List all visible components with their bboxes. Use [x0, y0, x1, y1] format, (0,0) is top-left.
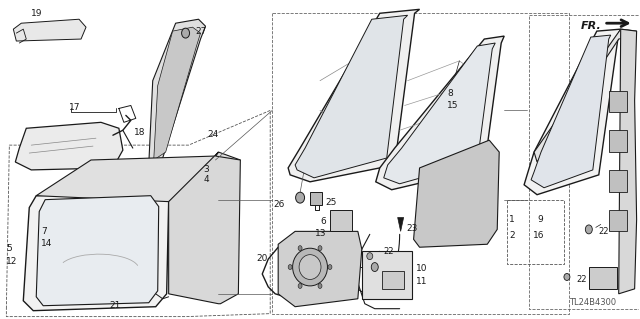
Ellipse shape — [288, 264, 292, 270]
Bar — [609, 210, 627, 231]
Polygon shape — [169, 152, 241, 304]
Text: 10: 10 — [415, 264, 427, 273]
Polygon shape — [23, 192, 169, 311]
Polygon shape — [524, 29, 621, 195]
Ellipse shape — [328, 264, 332, 270]
Text: 1: 1 — [509, 214, 515, 224]
Text: 26: 26 — [274, 200, 285, 209]
Text: 24: 24 — [207, 130, 219, 139]
Ellipse shape — [318, 246, 322, 251]
Polygon shape — [310, 192, 322, 204]
Text: FR.: FR. — [581, 21, 602, 31]
Text: 8: 8 — [447, 89, 453, 98]
Polygon shape — [148, 19, 205, 165]
Text: 14: 14 — [41, 239, 52, 248]
Polygon shape — [397, 218, 404, 231]
Text: 22: 22 — [577, 275, 588, 284]
Ellipse shape — [182, 28, 189, 38]
Ellipse shape — [298, 246, 302, 251]
Bar — [609, 170, 627, 192]
Text: 7: 7 — [41, 227, 47, 236]
Text: 9: 9 — [537, 214, 543, 224]
Polygon shape — [384, 43, 495, 184]
Text: 13: 13 — [314, 229, 326, 238]
Text: 16: 16 — [533, 231, 545, 241]
Text: 2: 2 — [509, 231, 515, 241]
Text: TL24B4300: TL24B4300 — [569, 298, 616, 307]
Polygon shape — [619, 29, 637, 294]
Text: 12: 12 — [6, 257, 18, 266]
Text: 18: 18 — [134, 128, 145, 137]
Text: 25: 25 — [325, 198, 337, 207]
Ellipse shape — [298, 284, 302, 288]
Ellipse shape — [292, 248, 328, 286]
Ellipse shape — [299, 255, 321, 279]
Polygon shape — [15, 122, 123, 170]
Text: 6: 6 — [320, 218, 326, 226]
Bar — [609, 130, 627, 152]
Polygon shape — [413, 140, 499, 247]
Text: 19: 19 — [31, 9, 43, 18]
Ellipse shape — [318, 284, 322, 288]
Polygon shape — [376, 36, 504, 190]
Polygon shape — [36, 152, 241, 202]
Bar — [609, 91, 627, 112]
Ellipse shape — [564, 273, 570, 280]
Text: 17: 17 — [69, 102, 81, 112]
Text: 21: 21 — [109, 301, 120, 310]
Text: 22: 22 — [384, 247, 394, 256]
Polygon shape — [278, 231, 362, 307]
Text: 3: 3 — [204, 165, 209, 174]
Text: 27: 27 — [196, 27, 207, 36]
Polygon shape — [154, 27, 200, 160]
Text: 15: 15 — [447, 100, 459, 109]
Polygon shape — [531, 35, 611, 188]
Bar — [589, 267, 617, 289]
Polygon shape — [534, 29, 637, 162]
Polygon shape — [288, 9, 420, 182]
Text: 4: 4 — [204, 175, 209, 184]
Text: 20: 20 — [257, 254, 268, 263]
Text: 5: 5 — [6, 244, 12, 253]
Polygon shape — [330, 210, 352, 231]
Polygon shape — [13, 19, 86, 41]
Text: 22: 22 — [599, 227, 609, 236]
Ellipse shape — [367, 253, 372, 260]
Ellipse shape — [586, 225, 592, 234]
Bar — [381, 271, 404, 289]
Ellipse shape — [296, 192, 305, 203]
Polygon shape — [36, 196, 159, 306]
Text: 23: 23 — [406, 225, 418, 234]
Text: 11: 11 — [415, 277, 427, 286]
Polygon shape — [362, 251, 412, 299]
Polygon shape — [295, 15, 408, 178]
Ellipse shape — [371, 263, 378, 271]
